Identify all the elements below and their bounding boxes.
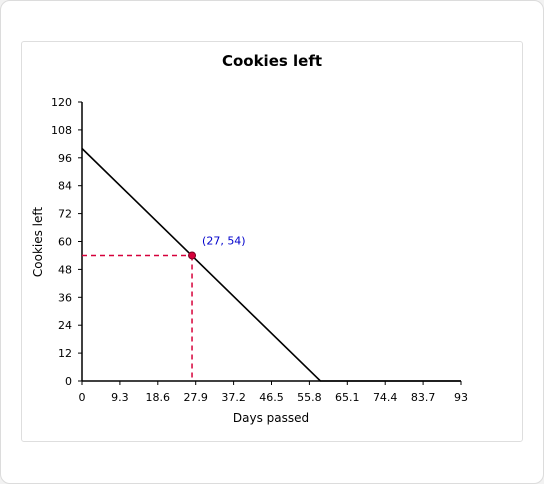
x-tick-label: 18.6 — [146, 391, 171, 404]
highlight-point — [188, 251, 197, 260]
y-tick-label: 48 — [58, 263, 72, 276]
x-tick-label: 27.9 — [183, 391, 208, 404]
y-tick-label: 24 — [58, 319, 72, 332]
y-tick-label: 120 — [51, 96, 72, 109]
x-tick-label: 55.8 — [297, 391, 322, 404]
x-tick-label: 74.4 — [373, 391, 398, 404]
y-tick-label: 96 — [58, 152, 72, 165]
y-tick-label: 108 — [51, 124, 72, 137]
y-tick-label: 72 — [58, 208, 72, 221]
x-tick-label: 46.5 — [259, 391, 284, 404]
x-axis-label: Days passed — [233, 411, 309, 425]
chart-card — [21, 41, 523, 442]
x-tick-label: 65.1 — [335, 391, 360, 404]
x-tick-label: 83.7 — [411, 391, 436, 404]
x-tick-label: 9.3 — [111, 391, 129, 404]
y-tick-label: 36 — [58, 291, 72, 304]
chart-title: Cookies left — [221, 52, 323, 70]
highlight-point-label: (27, 54) — [202, 234, 246, 247]
y-tick-label: 12 — [58, 347, 72, 360]
y-axis-label: Cookies left — [31, 207, 45, 278]
x-tick-label: 0 — [79, 391, 86, 404]
x-tick-label: 37.2 — [221, 391, 246, 404]
y-tick-label: 60 — [58, 236, 72, 249]
x-tick-label: 93 — [454, 391, 468, 404]
y-tick-label: 0 — [65, 375, 72, 388]
series-line — [81, 147, 461, 382]
y-tick-label: 84 — [58, 180, 72, 193]
